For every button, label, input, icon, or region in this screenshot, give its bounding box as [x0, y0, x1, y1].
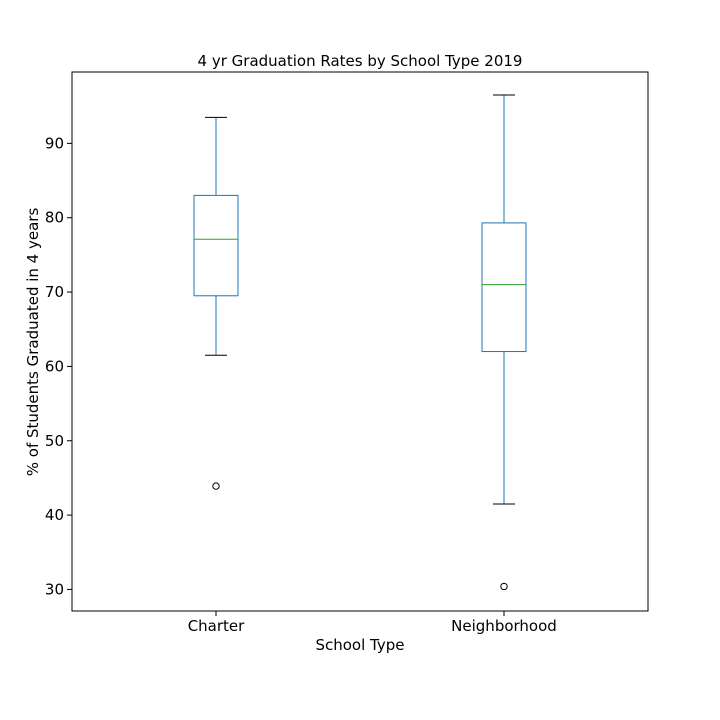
plot-area: [193, 94, 527, 591]
box-charter: [193, 116, 239, 490]
y-axis-label: % of Students Graduated in 4 years: [24, 208, 42, 477]
y-tick-label: 70: [45, 283, 64, 301]
iqr-box: [481, 222, 527, 353]
box-neighborhood: [481, 94, 527, 591]
y-tick-label: 90: [45, 134, 64, 152]
axes: 30 40 50 60 70 80 90 Charter Neighborhood: [45, 134, 557, 635]
y-tick-label: 40: [45, 506, 64, 524]
chart-title: 4 yr Graduation Rates by School Type 201…: [198, 52, 523, 70]
x-axis-label: School Type: [315, 636, 404, 654]
x-tick-label: Charter: [188, 617, 245, 635]
y-tick-label: 30: [45, 580, 64, 598]
y-tick-label: 60: [45, 357, 64, 375]
outlier-point: [500, 582, 508, 591]
y-tick-label: 50: [45, 432, 64, 450]
x-tick-label: Neighborhood: [451, 617, 557, 635]
plot-frame: [71, 71, 649, 612]
outlier-point: [212, 482, 220, 490]
iqr-box: [193, 194, 239, 297]
y-tick-label: 80: [45, 209, 64, 227]
